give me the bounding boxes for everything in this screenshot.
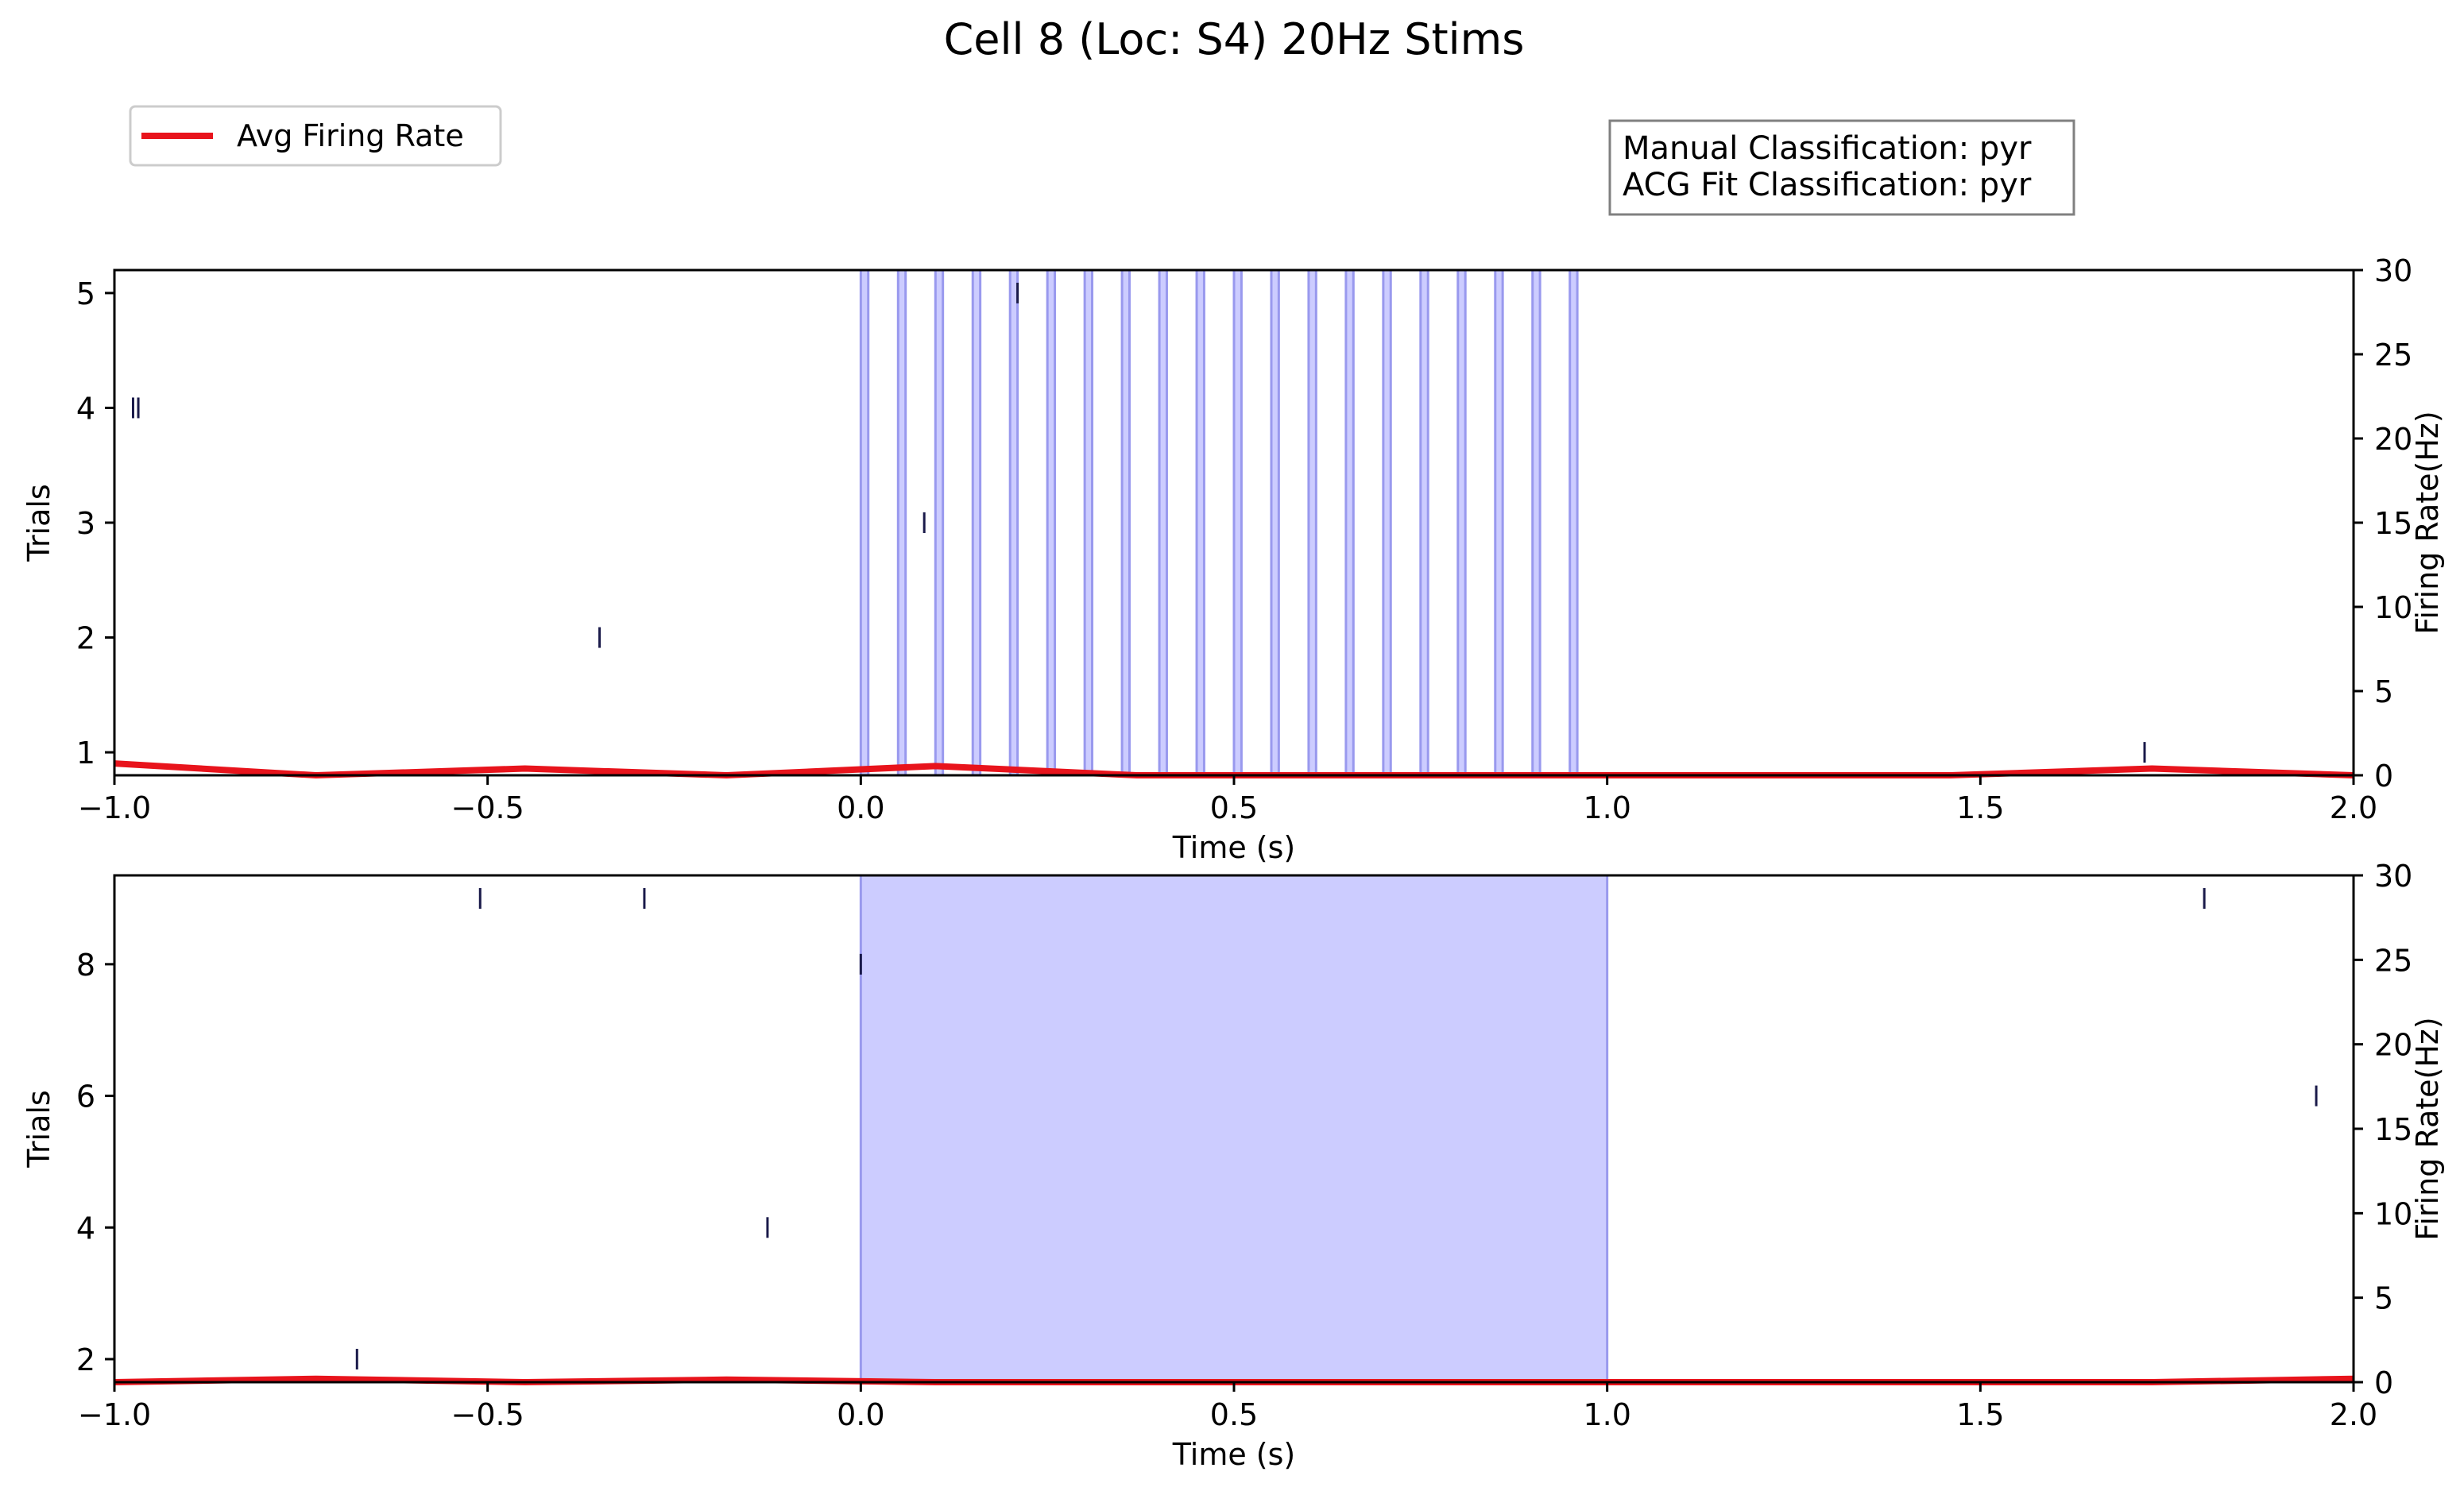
- stim-pulse: [1494, 268, 1504, 777]
- stim-pulse: [1307, 268, 1317, 777]
- figure-title: Cell 8 (Loc: S4) 20Hz Stims: [944, 14, 1525, 64]
- top-raster-panel: −1.0 −0.5 0.0 0.5 1.0 1.5 2.0 1 2 3 4 5 0 5 10 15 20 25 30…: [21, 253, 2445, 865]
- y-tick-label: 3: [76, 506, 95, 541]
- x-tick-label: −0.5: [451, 790, 524, 825]
- x-tick-label: 1.0: [1583, 1397, 1630, 1432]
- x-tick-label: 2.0: [2330, 790, 2377, 825]
- y2-axis-label: Firing Rate(Hz): [2410, 411, 2445, 634]
- stim-pulse: [1270, 268, 1280, 777]
- y-tick-label: 4: [76, 1211, 95, 1246]
- acg-classification-text: ACG Fit Classification: pyr: [1623, 167, 2032, 203]
- x-tick-label: −1.0: [78, 1397, 151, 1432]
- stim-pulse: [1195, 268, 1205, 777]
- y-axis-label: Trials: [21, 1090, 56, 1168]
- y2-tick-label: 15: [2374, 506, 2412, 541]
- stim-pulse: [859, 268, 870, 777]
- legend: Avg Firing Rate: [129, 105, 502, 167]
- classification-box: Manual Classification: pyr ACG Fit Class…: [1608, 119, 2075, 216]
- y2-tick-label: 25: [2374, 338, 2412, 373]
- legend-label: Avg Firing Rate: [237, 118, 464, 153]
- x-tick-label: 0.5: [1210, 790, 1258, 825]
- stim-pulse: [1344, 268, 1355, 777]
- x-tick-label: −1.0: [78, 790, 151, 825]
- x-tick-label: 1.5: [1956, 790, 2004, 825]
- x-tick-label: 0.0: [837, 1397, 884, 1432]
- stim-pulse: [971, 268, 982, 777]
- legend-frame: [129, 105, 502, 167]
- stim-block: [859, 874, 1609, 1384]
- stim-pulse: [1232, 268, 1243, 777]
- y2-axis-label: Firing Rate(Hz): [2410, 1017, 2445, 1240]
- stim-pulse: [1382, 268, 1392, 777]
- stim-pulse: [1419, 268, 1429, 777]
- y-tick-label: 5: [76, 276, 95, 311]
- x-tick-label: 0.5: [1210, 1397, 1258, 1432]
- y2-tick-label: 15: [2374, 1112, 2412, 1147]
- y-tick-label: 8: [76, 948, 95, 983]
- stim-pulse: [1083, 268, 1094, 777]
- x-tick-label: 0.0: [837, 790, 884, 825]
- y-tick-label: 6: [76, 1080, 95, 1114]
- y2-tick-label: 20: [2374, 422, 2412, 457]
- stim-pulse: [1569, 268, 1579, 777]
- stim-pulse: [1120, 268, 1131, 777]
- y2-tick-label: 20: [2374, 1028, 2412, 1063]
- y2-tick-label: 25: [2374, 943, 2412, 978]
- y2-tick-label: 30: [2374, 859, 2412, 894]
- y2-tick-label: 30: [2374, 253, 2412, 288]
- stim-pulse: [1456, 268, 1467, 777]
- stim-pulse: [1158, 268, 1168, 777]
- y2-tick-label: 0: [2374, 759, 2393, 794]
- y-axis-label: Trials: [21, 484, 56, 562]
- stim-pulse: [1008, 268, 1019, 777]
- classification-frame: [1608, 119, 2075, 216]
- stim-pulse: [896, 268, 907, 777]
- y2-tick-label: 10: [2374, 590, 2412, 625]
- x-axis-label: Time (s): [1172, 830, 1296, 865]
- stim-pulse: [934, 268, 945, 777]
- y-tick-label: 4: [76, 391, 95, 426]
- x-tick-label: 1.5: [1956, 1397, 2004, 1432]
- bottom-raster-panel: −1.0 −0.5 0.0 0.5 1.0 1.5 2.0 2 4 6 8 0 5 10 15 20 25 30 T…: [21, 859, 2445, 1472]
- y2-tick-label: 5: [2374, 1281, 2393, 1316]
- stim-pulse: [1046, 268, 1057, 777]
- x-axis-label: Time (s): [1172, 1437, 1296, 1472]
- y2-tick-label: 0: [2374, 1365, 2393, 1400]
- manual-classification-text: Manual Classification: pyr: [1623, 130, 2032, 167]
- y2-tick-label: 10: [2374, 1196, 2412, 1231]
- x-tick-label: 2.0: [2330, 1397, 2377, 1432]
- y-tick-label: 2: [76, 621, 95, 656]
- x-tick-label: −0.5: [451, 1397, 524, 1432]
- y-tick-label: 2: [76, 1342, 95, 1377]
- y2-tick-label: 5: [2374, 674, 2393, 709]
- y-tick-label: 1: [76, 736, 95, 771]
- x-tick-label: 1.0: [1583, 790, 1630, 825]
- stim-pulse: [1531, 268, 1541, 777]
